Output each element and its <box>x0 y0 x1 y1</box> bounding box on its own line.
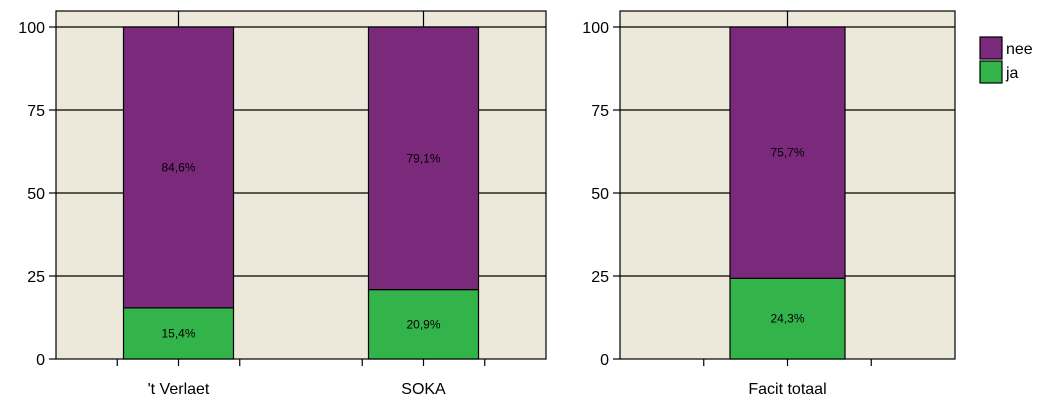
y-tick-label: 100 <box>582 20 609 37</box>
y-tick-label: 25 <box>27 269 45 286</box>
y-tick-label: 100 <box>18 20 45 37</box>
bar-ja-0 <box>122 307 235 360</box>
x-category-label: SOKA <box>401 381 446 398</box>
bar-ja-0 <box>729 277 846 360</box>
y-tick-label: 25 <box>591 269 609 286</box>
y-tick-label: 0 <box>36 352 45 369</box>
legend-swatch-ja <box>979 60 1003 84</box>
data-label-ja-1: 20,9% <box>406 317 440 331</box>
y-tick-label: 75 <box>591 103 609 120</box>
data-label-nee-1: 79,1% <box>406 151 440 165</box>
legend-swatch-nee <box>979 36 1003 60</box>
legend-label-nee: nee <box>1006 41 1033 58</box>
data-label-nee-0: 75,7% <box>770 146 804 160</box>
bar-nee-1 <box>367 26 480 291</box>
x-category-label: Facit totaal <box>748 381 826 398</box>
y-tick-label: 0 <box>600 352 609 369</box>
bar-nee-0 <box>122 26 235 309</box>
y-tick-label: 50 <box>591 186 609 203</box>
y-tick-label: 50 <box>27 186 45 203</box>
y-tick-label: 75 <box>27 103 45 120</box>
data-label-ja-0: 24,3% <box>770 312 804 326</box>
data-label-ja-0: 15,4% <box>161 326 195 340</box>
legend-label-ja: ja <box>1005 65 1019 82</box>
data-label-nee-0: 84,6% <box>161 160 195 174</box>
x-category-label: 't Verlaet <box>148 381 210 398</box>
bar-nee-0 <box>729 26 846 279</box>
